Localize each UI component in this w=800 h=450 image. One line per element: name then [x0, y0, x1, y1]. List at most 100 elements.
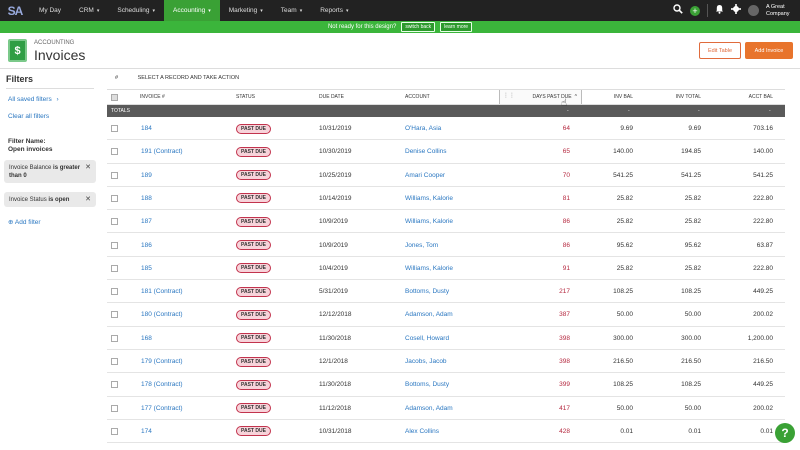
col-due-date[interactable]: DUE DATE — [319, 94, 344, 100]
table-row[interactable]: 187 PAST DUE 10/9/2019 Williams, Kalorie 86 2… — [107, 210, 785, 234]
invoice-link[interactable]: 191 (Contract) — [141, 148, 183, 156]
filter-chip-balance[interactable]: Invoice Balance is greater than 0 ✕ — [4, 160, 96, 183]
col-inv-total[interactable]: INV TOTAL — [675, 94, 701, 100]
select-all-checkbox[interactable] — [111, 90, 121, 104]
invoice-link[interactable]: 189 — [141, 171, 152, 179]
col-days-past-due[interactable]: ⋮⋮ DAYS PAST DUE ^ — [499, 90, 582, 104]
account-link[interactable]: Adamson, Adam — [405, 404, 453, 412]
table-row[interactable]: 174 PAST DUE 10/31/2018 Alex Collins 428 0.01… — [107, 420, 785, 444]
table-row[interactable]: 188 PAST DUE 10/14/2019 Williams, Kalorie 81… — [107, 187, 785, 211]
inv-bal: 25.82 — [616, 194, 633, 202]
account-link[interactable]: Amari Cooper — [405, 171, 446, 179]
account-link[interactable]: Jones, Tom — [405, 241, 439, 249]
company-name[interactable]: A Great Company — [766, 4, 790, 17]
account-link[interactable]: Jacobs, Jacob — [405, 358, 447, 365]
totals-row: TOTALS - - - - — [107, 105, 785, 117]
col-inv-bal[interactable]: INV BAL — [613, 94, 633, 100]
table-row[interactable]: 178 (Contract) PAST DUE 11/30/2018 Bottoms,… — [107, 373, 785, 397]
account-link[interactable]: O'Hara, Asia — [405, 125, 442, 132]
invoice-link[interactable]: 186 — [141, 241, 152, 249]
help-button[interactable]: ? — [775, 423, 795, 443]
invoice-link[interactable]: 177 (Contract) — [141, 404, 183, 412]
row-checkbox[interactable] — [111, 373, 121, 396]
all-saved-filters-link[interactable]: All saved filters › — [8, 96, 59, 103]
avatar[interactable] — [748, 5, 759, 16]
table-row[interactable]: 179 (Contract) PAST DUE 12/1/2018 Jacobs, J… — [107, 350, 785, 374]
invoice-link[interactable]: 184 — [141, 125, 152, 132]
filter-chip-status[interactable]: Invoice Status is open ✕ — [4, 192, 96, 207]
invoice-link[interactable]: 179 (Contract) — [141, 358, 183, 365]
learn-more-button[interactable]: learn more — [440, 22, 473, 32]
bell-icon[interactable] — [715, 4, 724, 17]
days-past-due: 417 — [559, 404, 570, 412]
col-acct-bal[interactable]: ACCT BAL — [748, 94, 773, 100]
invoice-link[interactable]: 168 — [141, 334, 152, 342]
row-checkbox[interactable] — [111, 257, 121, 280]
row-checkbox[interactable] — [111, 280, 121, 303]
nav-item-team[interactable]: Team ▾ — [280, 7, 303, 14]
nav-item-marketing[interactable]: Marketing ▾ — [228, 7, 263, 14]
table-row[interactable]: 168 PAST DUE 11/30/2018 Cosell, Howard 398 30… — [107, 327, 785, 350]
table-row[interactable]: 186 PAST DUE 10/9/2019 Jones, Tom 86 95.62 95.… — [107, 234, 785, 257]
acct-bal: 449.25 — [753, 381, 773, 389]
row-checkbox[interactable] — [111, 164, 121, 187]
clear-filters-link[interactable]: Clear all filters — [8, 113, 50, 120]
row-checkbox[interactable] — [111, 117, 121, 140]
row-checkbox[interactable] — [111, 210, 121, 233]
account-link[interactable]: Alex Collins — [405, 427, 439, 435]
nav-item-crm[interactable]: CRM ▾ — [79, 7, 100, 14]
row-checkbox[interactable] — [111, 420, 121, 443]
nav-item-scheduling[interactable]: Scheduling ▾ — [117, 7, 156, 14]
account-link[interactable]: Adamson, Adam — [405, 311, 453, 319]
row-checkbox[interactable] — [111, 327, 121, 350]
table-row[interactable]: 181 (Contract) PAST DUE 5/31/2019 Bottoms, … — [107, 280, 785, 304]
table-row[interactable]: 177 (Contract) PAST DUE 11/12/2018 Adamson,… — [107, 397, 785, 420]
table-row[interactable]: 180 (Contract) PAST DUE 12/12/2018 Adamson,… — [107, 303, 785, 327]
invoice-link[interactable]: 187 — [141, 218, 152, 226]
close-icon[interactable]: ✕ — [85, 196, 91, 203]
row-checkbox[interactable] — [111, 397, 121, 420]
col-account[interactable]: ACCOUNT — [405, 94, 430, 100]
nav-item-accounting[interactable]: Accounting ▾ — [164, 0, 220, 21]
search-icon[interactable] — [673, 4, 683, 17]
app-logo[interactable]: SA — [7, 3, 24, 18]
add-filter-link[interactable]: ⊕ Add filter — [8, 219, 41, 226]
table-row[interactable]: 189 PAST DUE 10/25/2019 Amari Cooper 70 541.2… — [107, 164, 785, 187]
invoice-link[interactable]: 188 — [141, 194, 152, 202]
account-link[interactable]: Williams, Kalorie — [405, 218, 454, 226]
table-row[interactable]: 184 PAST DUE 10/31/2019 O'Hara, Asia 64 9.69 9… — [107, 117, 785, 141]
row-checkbox[interactable] — [111, 350, 121, 373]
account-link[interactable]: Cosell, Howard — [405, 334, 450, 342]
close-icon[interactable]: ✕ — [85, 164, 91, 171]
plus-icon[interactable]: + — [690, 5, 700, 16]
account-link[interactable]: Williams, Kalorie — [405, 194, 454, 202]
col-invoice[interactable]: INVOICE # — [140, 94, 165, 100]
table-row[interactable]: 185 PAST DUE 10/4/2019 Williams, Kalorie 91 2… — [107, 257, 785, 281]
add-invoice-button[interactable]: Add Invoice — [745, 42, 793, 59]
status-badge: PAST DUE — [236, 403, 271, 414]
row-checkbox[interactable] — [111, 234, 121, 257]
switch-back-button[interactable]: switch back — [401, 22, 436, 32]
invoice-link[interactable]: 185 — [141, 264, 152, 272]
row-checkbox[interactable] — [111, 140, 121, 163]
due-date: 11/30/2018 — [319, 334, 352, 342]
invoice-link[interactable]: 180 (Contract) — [141, 311, 183, 319]
inv-total: 95.62 — [684, 241, 701, 249]
days-past-due: 64 — [562, 125, 570, 132]
invoice-link[interactable]: 181 (Contract) — [141, 288, 183, 296]
edit-table-button[interactable]: Edit Table — [699, 42, 741, 59]
account-link[interactable]: Bottoms, Dusty — [405, 288, 450, 296]
account-link[interactable]: Williams, Kalorie — [405, 264, 454, 272]
col-status[interactable]: STATUS — [236, 94, 255, 100]
gear-icon[interactable] — [731, 4, 741, 17]
drag-handle-icon[interactable]: ⋮⋮ — [503, 93, 515, 99]
nav-item-reports[interactable]: Reports ▾ — [320, 7, 349, 14]
invoice-link[interactable]: 174 — [141, 427, 152, 435]
row-checkbox[interactable] — [111, 303, 121, 326]
nav-item-my-day[interactable]: My Day — [39, 7, 62, 14]
account-link[interactable]: Denise Collins — [405, 148, 447, 156]
row-checkbox[interactable] — [111, 187, 121, 210]
table-row[interactable]: 191 (Contract) PAST DUE 10/30/2019 Denise C… — [107, 140, 785, 164]
account-link[interactable]: Bottoms, Dusty — [405, 381, 450, 389]
invoice-link[interactable]: 178 (Contract) — [141, 381, 183, 389]
